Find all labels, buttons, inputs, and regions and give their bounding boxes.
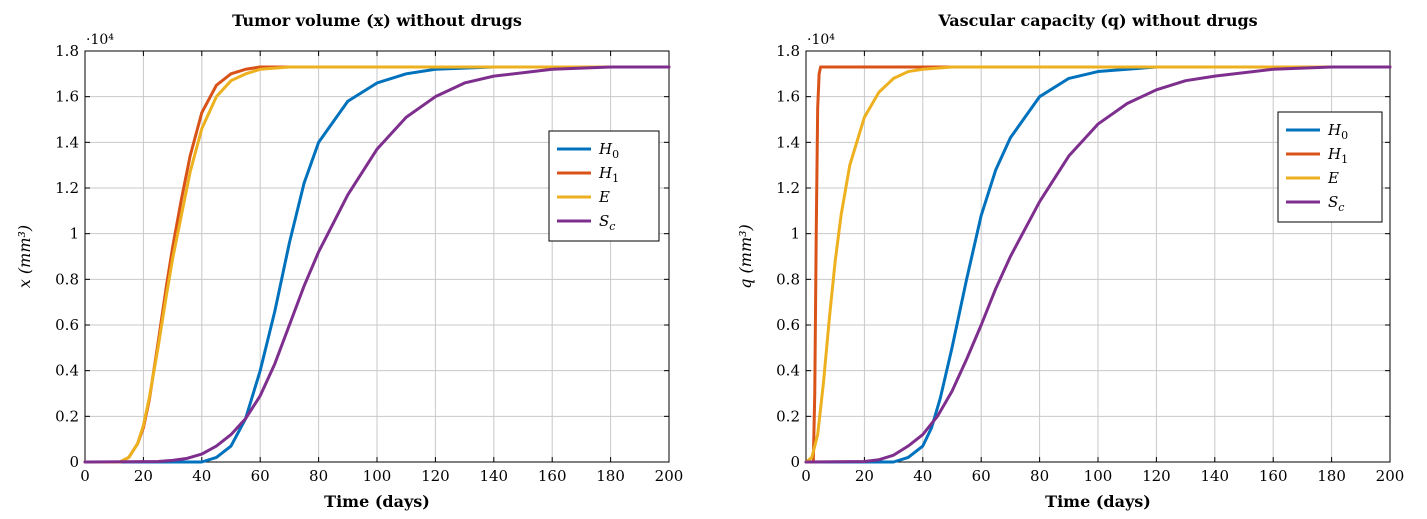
x-axis-label: Time (days) — [324, 492, 430, 511]
y-tick-label: 0.6 — [776, 316, 800, 334]
series-line-h0 — [804, 65, 1392, 464]
x-tick-label: 80 — [309, 467, 328, 485]
chart-title: Tumor volume (x) without drugs — [232, 11, 522, 30]
y-tick-label: 1.8 — [776, 42, 800, 60]
x-tick-label: 60 — [972, 467, 991, 485]
y-tick-label: 0 — [790, 453, 800, 471]
series-line-e — [83, 65, 671, 464]
y-tick-label: 0.2 — [55, 407, 79, 425]
x-tick-label: 40 — [913, 467, 932, 485]
x-tick-label: 140 — [479, 467, 508, 485]
y-tick-label: 1.2 — [776, 179, 800, 197]
y-exponent-label: ·10⁴ — [86, 32, 114, 48]
y-tick-label: 0.4 — [776, 362, 800, 380]
x-tick-label: 20 — [134, 467, 153, 485]
y-tick-label: 0.2 — [776, 407, 800, 425]
y-tick-label: 1.6 — [55, 88, 79, 106]
y-tick-label: 1.2 — [55, 179, 79, 197]
series-line-sc — [804, 65, 1392, 464]
y-axis-label: x (mm³) — [15, 225, 34, 288]
x-tick-label: 100 — [1084, 467, 1113, 485]
x-tick-label: 0 — [801, 467, 811, 485]
x-tick-label: 60 — [251, 467, 270, 485]
legend-label: E — [598, 188, 610, 206]
x-tick-label: 100 — [363, 467, 392, 485]
y-tick-label: 1 — [69, 225, 79, 243]
y-tick-label: 1.4 — [55, 133, 79, 151]
series-line-h0 — [83, 65, 671, 464]
y-tick-label: 1 — [790, 225, 800, 243]
y-tick-label: 1.4 — [776, 133, 800, 151]
y-tick-label: 0.8 — [55, 270, 79, 288]
x-tick-label: 140 — [1200, 467, 1229, 485]
x-tick-label: 20 — [855, 467, 874, 485]
x-tick-label: 120 — [1142, 467, 1171, 485]
x-tick-label: 160 — [1259, 467, 1288, 485]
y-exponent-label: ·10⁴ — [807, 32, 835, 48]
series-line-h1 — [804, 65, 1392, 464]
x-tick-label: 200 — [1376, 467, 1405, 485]
y-tick-label: 0 — [69, 453, 79, 471]
y-tick-label: 1.8 — [55, 42, 79, 60]
chart-1: 0 20 40 60 80 100 120 140 160 180 200 0 0.2 0.4 0.6 0.8… — [15, 11, 683, 511]
y-tick-label: 0.4 — [55, 362, 79, 380]
y-axis-label: q (mm³) — [736, 224, 755, 289]
x-tick-label: 80 — [1030, 467, 1049, 485]
x-tick-label: 180 — [596, 467, 625, 485]
series-line-sc — [83, 65, 671, 464]
chart-2: 0 20 40 60 80 100 120 140 160 180 200 0 0.2 0.4 0.6 0.8… — [736, 11, 1404, 511]
x-axis-label: Time (days) — [1045, 492, 1151, 511]
x-tick-label: 120 — [421, 467, 450, 485]
series-line-e — [804, 65, 1392, 464]
x-tick-label: 200 — [655, 467, 684, 485]
y-tick-label: 0.6 — [55, 316, 79, 334]
x-tick-label: 0 — [80, 467, 90, 485]
y-tick-label: 1.6 — [776, 88, 800, 106]
y-tick-label: 0.8 — [776, 270, 800, 288]
x-tick-label: 40 — [192, 467, 211, 485]
x-tick-label: 160 — [538, 467, 567, 485]
legend-label: E — [1327, 169, 1339, 187]
chart-title: Vascular capacity (q) without drugs — [937, 11, 1257, 30]
x-tick-label: 180 — [1317, 467, 1346, 485]
